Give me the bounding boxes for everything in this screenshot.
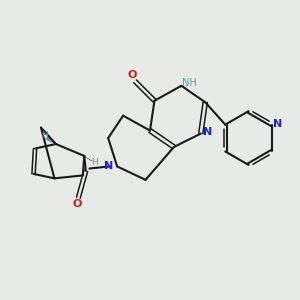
Text: H: H [91, 158, 98, 167]
Polygon shape [46, 136, 56, 144]
Text: NH: NH [182, 78, 197, 88]
Text: O: O [128, 70, 137, 80]
Text: N: N [104, 161, 113, 171]
Text: N: N [273, 119, 282, 129]
Text: H: H [41, 131, 48, 140]
Text: O: O [73, 199, 82, 209]
Text: N: N [203, 127, 212, 137]
